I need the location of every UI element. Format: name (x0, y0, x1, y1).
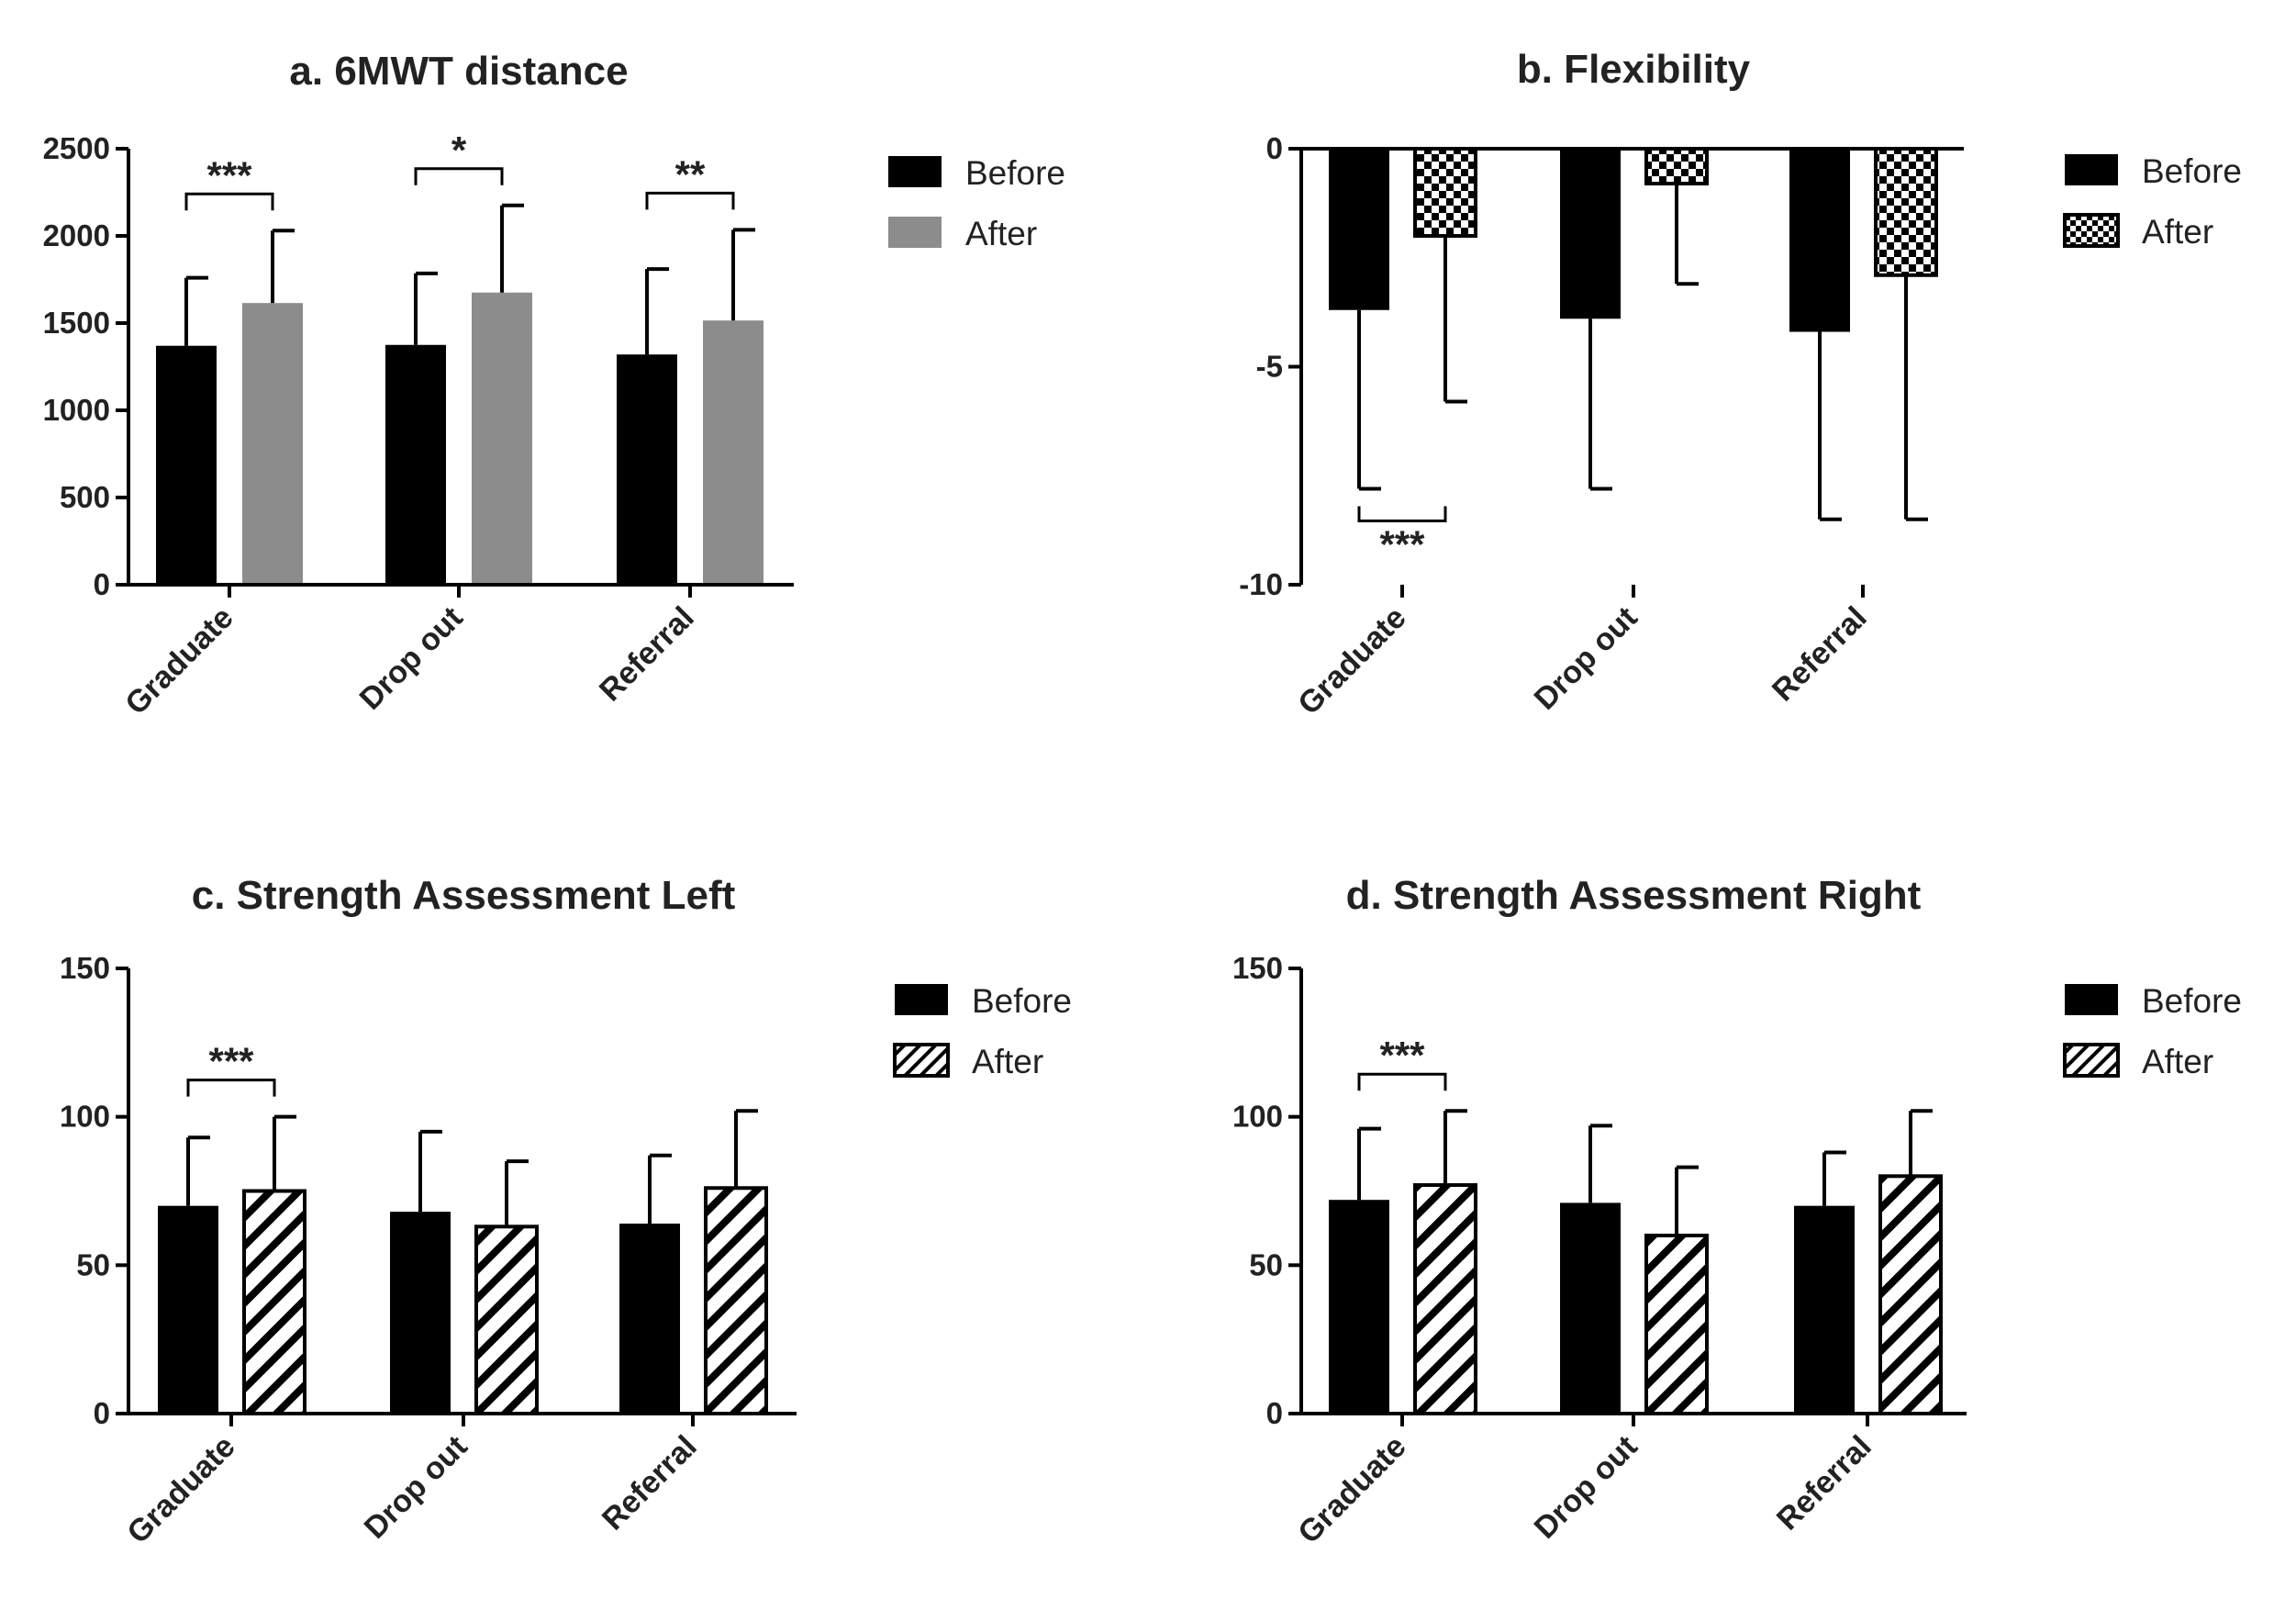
legend-label-before: Before (965, 154, 1065, 192)
bar-before-graduate (1329, 149, 1389, 310)
y-tick-label: 0 (94, 1396, 110, 1430)
bar-before-drop-out (1560, 149, 1621, 319)
chart-title: b. Flexibility (1517, 47, 1751, 92)
legend-swatch-before (2065, 154, 2118, 185)
legend-label-before: Before (972, 982, 1072, 1020)
x-tick-label: Drop out (358, 1429, 474, 1546)
significance-label: * (451, 129, 467, 172)
legend-swatch-after (2063, 1043, 2120, 1078)
significance-bracket (645, 191, 735, 210)
y-tick-label: 0 (94, 567, 110, 601)
y-tick-label: 50 (1249, 1247, 1283, 1281)
chart-title: a. 6MWT distance (289, 49, 628, 94)
significance-label: *** (1379, 1034, 1425, 1077)
bar-before-graduate (1329, 1200, 1389, 1414)
x-tick-label: Graduate (1291, 1429, 1412, 1550)
y-tick-label: 0 (1266, 1396, 1283, 1430)
y-tick-label: 500 (60, 480, 110, 514)
y-tick-label: 1000 (43, 393, 110, 427)
chart-panel-c: c. Strength Assessment Left 0 50 100 150 Grad… (60, 873, 1072, 1550)
bar-after-graduate (242, 1189, 307, 1415)
legend-swatch-before (895, 984, 948, 1015)
y-tick-label: 100 (1232, 1100, 1283, 1134)
legend-swatch-after (888, 217, 942, 248)
y-tick-label: 0 (1266, 131, 1283, 165)
bar-after-referral (703, 320, 763, 585)
significance-label: *** (1379, 523, 1425, 566)
chart-title: c. Strength Assessment Left (192, 873, 736, 918)
bar-before-graduate (158, 1205, 218, 1414)
bar-before-referral (617, 354, 677, 585)
legend-label-before: Before (2142, 152, 2242, 190)
significance-bracket (186, 1079, 276, 1097)
x-tick-label: Drop out (1528, 600, 1644, 717)
significance-label: *** (208, 1040, 254, 1083)
x-tick-label: Drop out (353, 600, 470, 717)
bar-before-drop-out (385, 344, 446, 585)
legend-label-after: After (972, 1043, 1043, 1080)
legend-label-after: After (2142, 213, 2213, 251)
bar-after-drop-out (1644, 1234, 1709, 1415)
bar-after-graduate (1413, 1183, 1477, 1415)
chart-panel-d: d. Strength Assessment Right 0 50 100 150 Gra… (1232, 873, 2242, 1550)
x-tick-label: Referral (1766, 600, 1874, 709)
significance-label: *** (206, 153, 252, 196)
y-tick-label: 2000 (43, 218, 110, 252)
y-tick-label: 2500 (43, 131, 110, 165)
x-tick-label: Drop out (1528, 1429, 1644, 1546)
x-tick-label: Referral (596, 1429, 704, 1538)
chart-title: d. Strength Assessment Right (1346, 873, 1922, 918)
legend-swatch-after (893, 1043, 950, 1078)
legend-label-after: After (2142, 1043, 2213, 1080)
y-tick-label: 50 (76, 1247, 110, 1281)
bar-before-drop-out (1560, 1202, 1621, 1414)
y-tick-label: 100 (60, 1100, 110, 1134)
legend-swatch-after (2063, 213, 2120, 248)
legend-swatch-before (888, 156, 942, 187)
x-tick-label: Graduate (118, 600, 240, 721)
significance-bracket (1357, 1072, 1447, 1091)
significance-bracket (184, 192, 274, 211)
y-tick-label: 150 (1232, 951, 1283, 985)
bar-after-referral (704, 1186, 768, 1416)
legend-label-before: Before (2142, 982, 2242, 1020)
x-tick-label: Referral (1770, 1429, 1878, 1538)
chart-panel-b: b. Flexibility -10 -5 0 Graduate Drop out Refe… (1239, 47, 2242, 721)
y-tick-label: -5 (1256, 350, 1283, 384)
bar-before-referral (619, 1224, 680, 1414)
significance-bracket (1357, 506, 1447, 522)
bar-before-referral (1789, 149, 1850, 332)
y-tick-label: 150 (60, 951, 110, 985)
bar-after-drop-out (1644, 147, 1709, 185)
bar-after-referral (1878, 1174, 1943, 1416)
chart-panel-a: a. 6MWT distance 0 500 1000 1500 2000 2500 Grad… (43, 49, 1065, 721)
legend-label-after: After (965, 215, 1037, 252)
x-tick-label: Referral (593, 600, 701, 709)
bar-after-graduate (242, 303, 303, 585)
bar-after-drop-out (474, 1224, 539, 1416)
bar-before-graduate (156, 345, 217, 585)
legend-swatch-before (2065, 984, 2118, 1015)
bar-after-referral (1874, 147, 1938, 277)
y-tick-label: 1500 (43, 306, 110, 340)
y-tick-label: -10 (1239, 567, 1283, 601)
bar-after-graduate (1413, 147, 1477, 238)
bar-after-drop-out (472, 292, 532, 585)
significance-label: ** (675, 152, 706, 196)
significance-bracket (414, 167, 504, 185)
bar-before-referral (1794, 1205, 1855, 1414)
x-tick-label: Graduate (1291, 600, 1412, 721)
bar-before-drop-out (390, 1212, 451, 1414)
x-tick-label: Graduate (120, 1429, 241, 1550)
